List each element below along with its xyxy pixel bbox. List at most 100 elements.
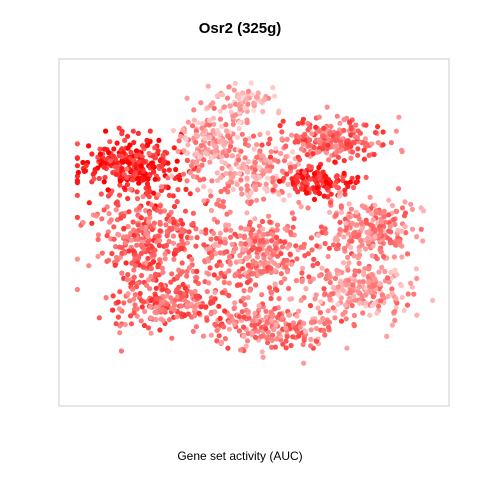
scatter-point xyxy=(130,128,136,134)
scatter-point xyxy=(184,302,190,308)
scatter-point xyxy=(284,257,290,264)
scatter-point xyxy=(414,234,420,240)
scatter-point xyxy=(247,277,253,283)
scatter-point xyxy=(341,158,347,164)
scatter-point xyxy=(335,301,341,307)
scatter-point xyxy=(321,125,327,131)
scatter-point xyxy=(277,123,283,129)
scatter-point xyxy=(89,151,95,157)
scatter-point xyxy=(365,208,371,214)
scatter-point xyxy=(351,140,357,146)
scatter-point xyxy=(304,190,310,196)
scatter-point xyxy=(220,92,226,98)
scatter-point xyxy=(264,335,270,341)
scatter-point xyxy=(239,131,245,137)
scatter-point xyxy=(308,343,314,349)
scatter-point xyxy=(131,310,137,316)
scatter-point xyxy=(204,317,210,323)
scatter-point xyxy=(145,325,152,331)
scatter-point xyxy=(206,271,212,277)
scatter-point xyxy=(206,280,212,286)
scatter-point xyxy=(220,199,226,205)
scatter-point xyxy=(217,239,223,245)
scatter-point xyxy=(180,171,187,177)
scatter-point xyxy=(299,278,305,284)
scatter-point xyxy=(117,254,123,260)
scatter-point xyxy=(345,254,351,260)
scatter-point xyxy=(171,307,177,313)
scatter-point xyxy=(396,114,402,120)
scatter-point xyxy=(409,284,415,290)
scatter-point xyxy=(145,255,151,262)
scatter-point xyxy=(321,327,327,333)
scatter-point xyxy=(170,233,177,239)
scatter-point xyxy=(293,278,299,284)
scatter-point xyxy=(193,274,199,281)
scatter-point xyxy=(130,177,136,183)
scatter-point xyxy=(122,137,128,143)
scatter-point xyxy=(372,202,378,208)
scatter-point xyxy=(122,240,128,246)
scatter-point xyxy=(332,315,338,321)
scatter-point xyxy=(336,231,342,237)
scatter-point xyxy=(214,263,220,269)
scatter-point xyxy=(248,199,254,205)
scatter-point xyxy=(145,238,151,245)
scatter-point xyxy=(358,220,365,226)
scatter-point xyxy=(244,120,250,126)
scatter-point xyxy=(264,319,270,325)
scatter-point xyxy=(268,265,274,271)
scatter-point xyxy=(392,317,398,323)
scatter-point xyxy=(348,206,354,212)
scatter-point xyxy=(107,158,114,164)
scatter-point xyxy=(420,238,426,244)
scatter-point xyxy=(335,292,341,298)
scatter-point xyxy=(232,300,238,306)
scatter-point xyxy=(141,322,148,329)
scatter-point xyxy=(113,207,119,213)
scatter-point xyxy=(253,334,259,341)
scatter-point xyxy=(117,289,123,295)
scatter-point xyxy=(348,244,354,251)
scatter-point xyxy=(193,243,199,249)
scatter-point xyxy=(177,271,183,277)
scatter-point xyxy=(310,185,316,191)
scatter-point xyxy=(295,189,301,195)
scatter-point xyxy=(139,225,145,231)
scatter-point xyxy=(239,165,245,171)
scatter-point xyxy=(335,284,341,290)
scatter-point xyxy=(228,227,234,233)
scatter-point xyxy=(293,243,299,249)
scatter-point xyxy=(257,131,263,138)
scatter-point xyxy=(185,311,191,317)
scatter-point xyxy=(136,205,142,211)
scatter-point xyxy=(171,251,177,257)
scatter-point xyxy=(217,250,223,256)
scatter-point xyxy=(292,164,298,170)
scatter-point xyxy=(241,314,247,320)
scatter-point xyxy=(158,316,164,322)
scatter-point xyxy=(323,149,329,156)
scatter-point xyxy=(133,152,139,158)
scatter-point xyxy=(106,257,112,263)
scatter-point xyxy=(370,217,376,223)
scatter-point xyxy=(362,136,368,142)
scatter-point xyxy=(279,244,286,250)
scatter-point xyxy=(175,148,181,154)
scatter-point xyxy=(352,272,358,278)
scatter-point xyxy=(74,163,80,169)
scatter-point xyxy=(333,212,339,218)
scatter-point xyxy=(328,191,334,197)
scatter-point xyxy=(295,121,301,127)
scatter-point xyxy=(254,94,260,100)
scatter-point xyxy=(372,234,378,240)
points-layer xyxy=(74,80,436,366)
scatter-point xyxy=(198,100,204,106)
scatter-point xyxy=(283,345,289,351)
scatter-point xyxy=(270,313,276,319)
scatter-point xyxy=(370,243,376,249)
scatter-point xyxy=(101,164,107,170)
scatter-point xyxy=(97,146,103,152)
scatter-point xyxy=(268,269,274,275)
scatter-point xyxy=(197,154,203,160)
